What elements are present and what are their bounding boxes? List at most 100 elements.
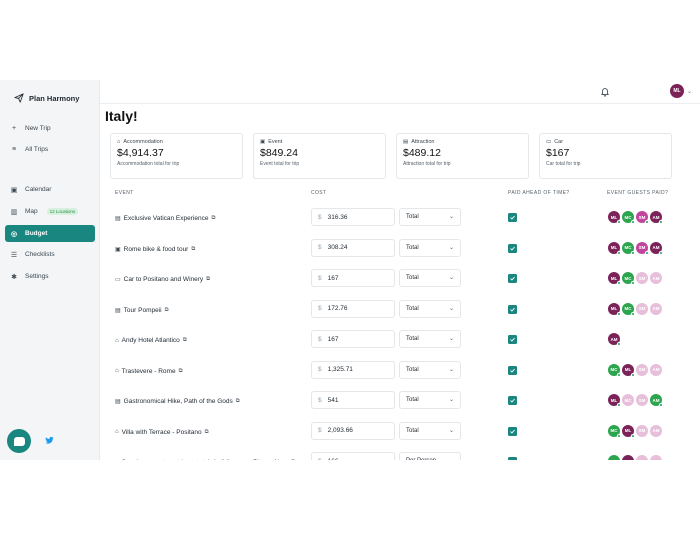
- sidebar-item-map[interactable]: ▥ Map 12 Locations: [5, 203, 95, 220]
- guest-avatar[interactable]: SM: [636, 241, 649, 255]
- guest-avatar[interactable]: MC: [622, 241, 635, 255]
- chevron-down-icon: ⌄: [448, 275, 454, 281]
- event-name[interactable]: ⌂ Villa with Terrace - Positano ⧉: [115, 429, 209, 436]
- external-link-icon[interactable]: ⧉: [206, 276, 211, 282]
- cost-type-select[interactable]: Total ⌄: [399, 238, 461, 257]
- guest-avatar[interactable]: AM: [650, 241, 663, 255]
- cost-input[interactable]: $1,325.71: [311, 360, 395, 379]
- guest-avatar[interactable]: ML: [608, 394, 621, 407]
- paid-checkbox[interactable]: [508, 335, 517, 344]
- paid-checkbox[interactable]: [508, 213, 517, 222]
- guest-avatar[interactable]: AM: [650, 424, 662, 437]
- guest-avatar[interactable]: ML: [608, 241, 621, 255]
- sidebar-item-checklists[interactable]: ☰ Checklists: [5, 246, 95, 263]
- guest-avatar[interactable]: MC: [622, 302, 635, 316]
- external-link-icon[interactable]: ⧉: [235, 398, 240, 404]
- event-name[interactable]: ⌂ Trastevere - Rome ⧉: [115, 368, 183, 375]
- cost-type-select[interactable]: Total ⌄: [399, 269, 461, 287]
- cost-type-value: Total: [406, 275, 419, 281]
- external-link-icon[interactable]: ⧉: [164, 306, 169, 313]
- guest-avatar[interactable]: SM: [636, 424, 648, 437]
- guest-avatar[interactable]: ML: [622, 455, 634, 460]
- guest-avatar[interactable]: AM: [650, 363, 662, 376]
- guest-avatar[interactable]: MC: [622, 272, 635, 285]
- paid-checkbox[interactable]: [508, 304, 517, 314]
- event-name[interactable]: ▭ Car to Positano and Winery ⧉: [115, 276, 210, 283]
- guest-avatar[interactable]: AM: [650, 272, 662, 284]
- guest-avatar[interactable]: SM: [636, 272, 648, 284]
- external-link-icon[interactable]: ⧉: [191, 245, 196, 252]
- guest-avatar[interactable]: MC: [608, 363, 621, 377]
- guest-avatar[interactable]: AM: [650, 211, 663, 224]
- chevron-down-icon[interactable]: ⌄: [687, 89, 693, 95]
- guest-avatar[interactable]: SM: [636, 455, 648, 460]
- cost-type-select[interactable]: Total ⌄: [399, 299, 461, 318]
- paid-status-dot: [617, 433, 621, 438]
- external-link-icon[interactable]: ⧉: [291, 459, 295, 460]
- guest-avatar[interactable]: AM: [650, 455, 662, 460]
- external-link-icon[interactable]: ⧉: [178, 367, 183, 374]
- guest-avatar[interactable]: ML: [622, 363, 635, 377]
- cost-input[interactable]: $541: [311, 391, 395, 409]
- external-link-icon[interactable]: ⧉: [204, 428, 209, 435]
- guest-avatar[interactable]: AM: [608, 333, 621, 346]
- sidebar-item-new-trip[interactable]: + New Trip: [5, 120, 95, 137]
- twitter-icon[interactable]: [45, 436, 54, 445]
- guest-avatar[interactable]: MC: [622, 394, 634, 406]
- sidebar-item-all-trips[interactable]: ≡ All Trips: [5, 141, 95, 158]
- cost-type-select[interactable]: Total ⌄: [399, 391, 461, 409]
- guest-avatar[interactable]: ML: [608, 211, 621, 224]
- cost-type-select[interactable]: Total ⌄: [399, 421, 461, 440]
- bell-icon[interactable]: [600, 86, 610, 97]
- paid-checkbox[interactable]: [508, 274, 517, 283]
- cost-input[interactable]: $167: [311, 269, 395, 287]
- cost-input[interactable]: $308.24: [311, 238, 395, 257]
- cost-input[interactable]: $2,093.66: [311, 421, 395, 440]
- sidebar-item-budget[interactable]: ◎ Budget: [5, 225, 95, 242]
- external-link-icon[interactable]: ⧉: [211, 215, 216, 221]
- guest-avatar[interactable]: SM: [636, 394, 648, 406]
- sidebar-item-calendar[interactable]: ▣ Calendar: [5, 181, 95, 198]
- guest-avatar[interactable]: ML: [608, 302, 621, 316]
- cost-input[interactable]: $316.36: [311, 208, 395, 226]
- chat-button[interactable]: [7, 429, 31, 453]
- guest-avatar[interactable]: MC: [608, 455, 620, 460]
- cost-type-select[interactable]: Per Person ⌄: [399, 452, 461, 460]
- event-name[interactable]: ⌂Spacious apartment in a stately buildin…: [115, 459, 295, 460]
- guest-initials: SM: [638, 214, 646, 220]
- guest-initials: ML: [610, 275, 618, 281]
- event-name[interactable]: ▣ Rome bike & food tour ⧉: [115, 246, 195, 253]
- paid-checkbox[interactable]: [508, 396, 517, 405]
- guest-avatar[interactable]: ML: [608, 272, 621, 285]
- cost-type-select[interactable]: Total ⌄: [399, 360, 461, 379]
- guest-avatar[interactable]: MC: [622, 211, 635, 224]
- cost-input[interactable]: $167: [311, 330, 395, 348]
- cost-input[interactable]: $166: [311, 452, 395, 460]
- guest-avatar[interactable]: ML: [622, 424, 635, 438]
- paid-checkbox[interactable]: [508, 365, 517, 375]
- event-name[interactable]: ▤ Exclusive Vatican Experience ⧉: [115, 215, 215, 222]
- cost-type-select[interactable]: Total ⌄: [399, 208, 461, 226]
- guest-avatar[interactable]: AM: [650, 302, 662, 315]
- plus-icon: +: [11, 125, 17, 132]
- guest-avatar[interactable]: SM: [636, 211, 649, 224]
- guest-avatar[interactable]: AM: [650, 394, 663, 407]
- event-name[interactable]: ⌂ Andy Hotel Atlantico ⧉: [115, 337, 187, 344]
- cost-type-value: Total: [406, 305, 419, 312]
- paid-checkbox[interactable]: [508, 457, 517, 460]
- paid-checkbox[interactable]: [508, 243, 517, 253]
- paid-status-dot: [617, 281, 621, 285]
- brand-logo[interactable]: Plan Harmony: [14, 91, 79, 105]
- sidebar-item-settings[interactable]: ✱ Settings: [5, 268, 95, 285]
- event-name[interactable]: ▤ Tour Pompeii ⧉: [115, 307, 169, 314]
- cost-input[interactable]: $172.76: [311, 299, 395, 318]
- guest-avatar[interactable]: MC: [608, 424, 621, 438]
- cost-type-select[interactable]: Total ⌄: [399, 330, 461, 348]
- user-avatar[interactable]: ML: [670, 84, 684, 98]
- paid-checkbox[interactable]: [508, 426, 517, 436]
- guest-avatar[interactable]: SM: [636, 363, 648, 376]
- cost-type-value: Total: [406, 397, 419, 403]
- external-link-icon[interactable]: ⧉: [182, 337, 187, 343]
- event-name[interactable]: ▤ Gastronomical Hike, Path of the Gods ⧉: [115, 398, 240, 405]
- guest-avatar[interactable]: SM: [636, 302, 648, 315]
